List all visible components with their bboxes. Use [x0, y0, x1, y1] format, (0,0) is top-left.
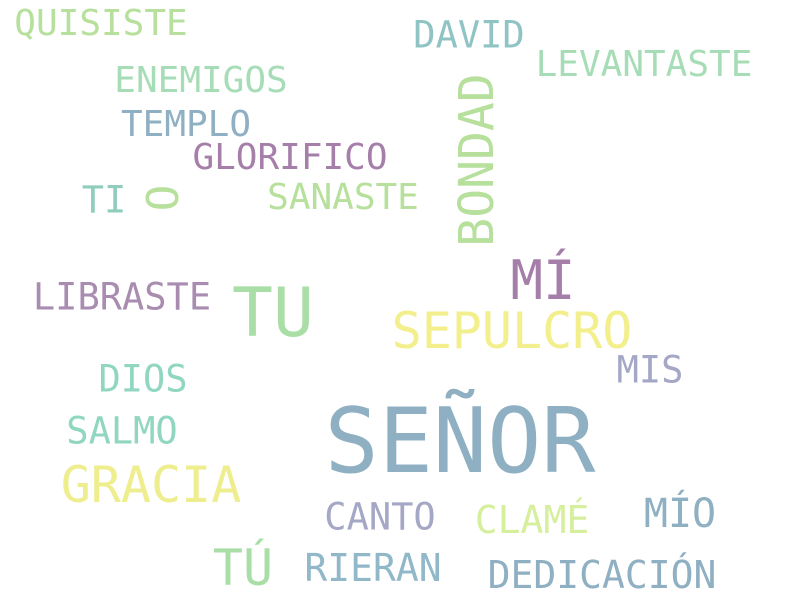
- word-senor: SEÑOR: [324, 389, 596, 494]
- word-libraste: LIBRASTE: [32, 275, 212, 319]
- word-dios: DIOS: [98, 357, 188, 401]
- word-templo: TEMPLO: [120, 104, 252, 145]
- word-mi: MÍ: [510, 249, 576, 312]
- word-glorifico: GLORIFICO: [192, 137, 388, 178]
- word-david: DAVID: [413, 13, 525, 57]
- word-canto: CANTO: [324, 495, 436, 539]
- word-sanaste: SANASTE: [267, 177, 419, 218]
- word-tu: TU: [232, 274, 314, 353]
- word-levantaste: LEVANTASTE: [535, 44, 753, 85]
- word-mis: MIS: [616, 348, 684, 392]
- word-ti: TI: [81, 178, 127, 222]
- word-gracia: GRACIA: [60, 456, 242, 514]
- word-o: O: [138, 184, 189, 212]
- word-salmo: SALMO: [66, 409, 178, 453]
- word-dedicacion: DEDICACIÓN: [487, 553, 717, 597]
- word-sepulcro: SEPULCRO: [391, 302, 633, 360]
- word-rieran: RIERAN: [304, 546, 442, 590]
- word-quisiste: QUISISTE: [14, 3, 188, 44]
- word-tu-accent: TÚ: [212, 539, 274, 597]
- word-bondad: BONDAD: [449, 73, 505, 247]
- word-mio: MÍO: [643, 491, 717, 537]
- word-enemigos: ENEMIGOS: [114, 60, 288, 101]
- word-clame: CLAMÉ: [474, 498, 590, 542]
